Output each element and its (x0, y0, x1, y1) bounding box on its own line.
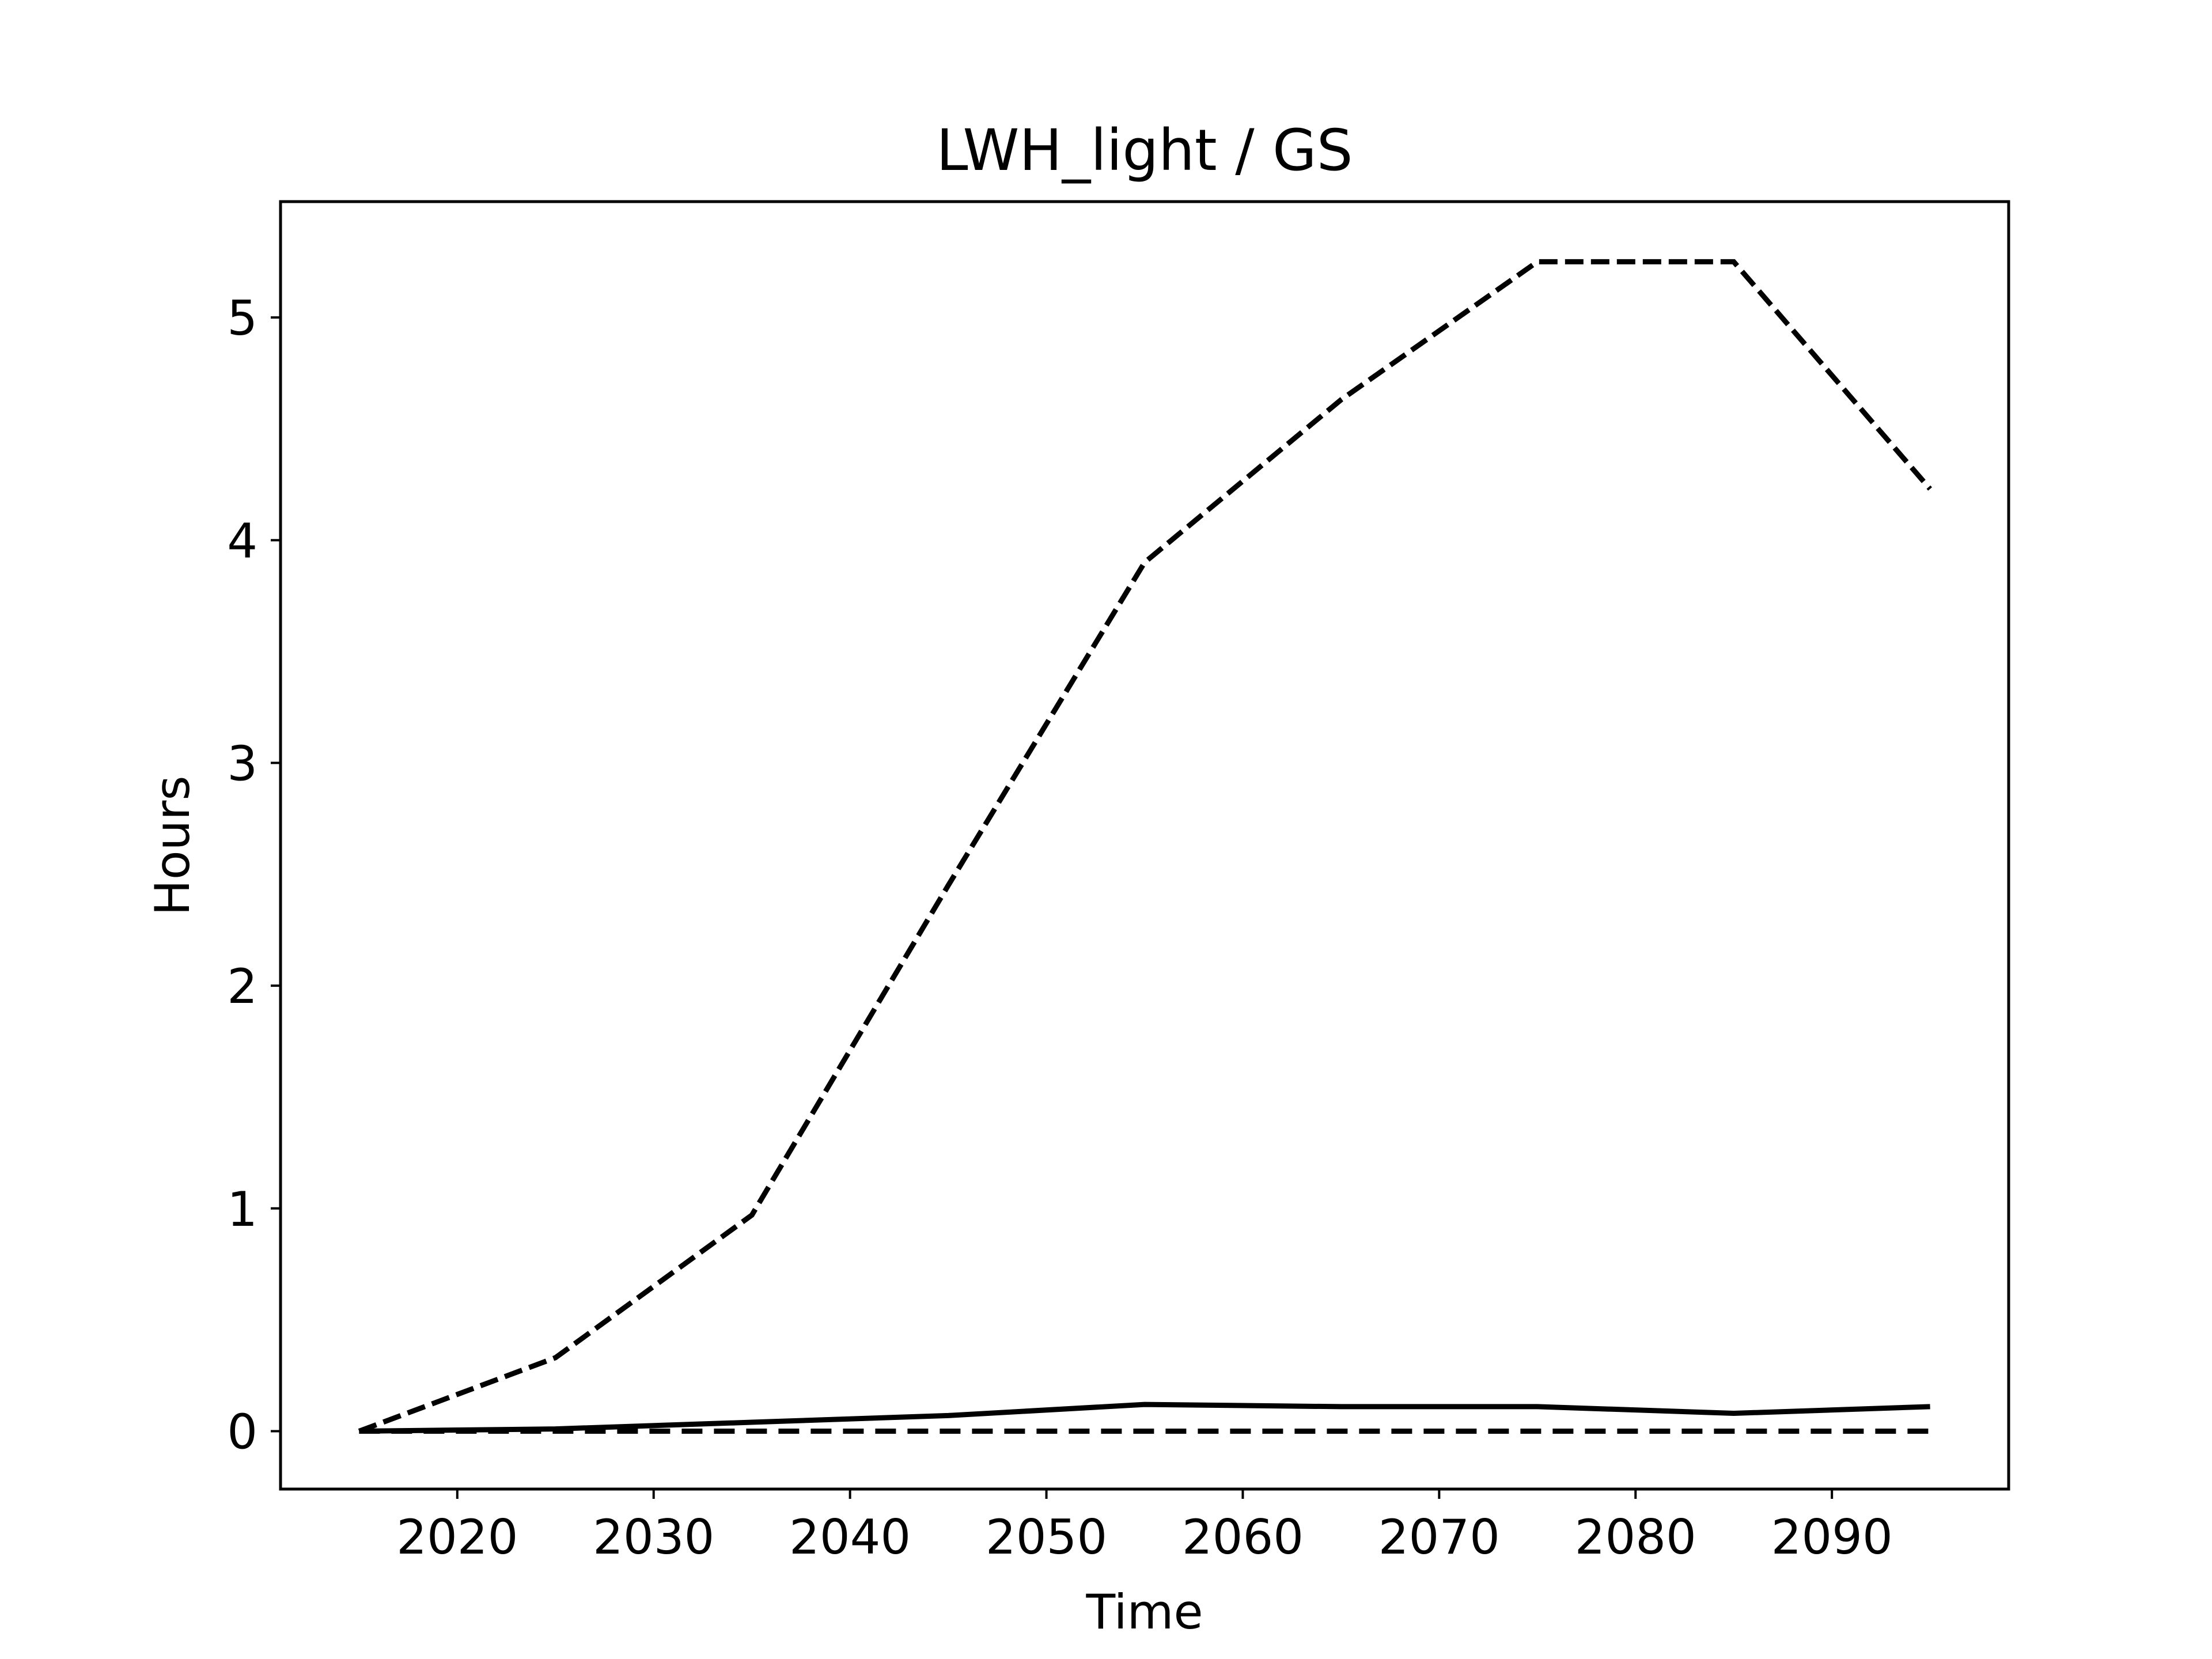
series-2 (359, 1402, 1930, 1434)
y-axis-ticks: 0 1 2 3 4 5 (227, 290, 281, 1460)
x-tick-label: 2030 (593, 1509, 714, 1565)
x-tick-label: 2060 (1182, 1509, 1304, 1565)
plot-frame (279, 200, 2010, 1491)
x-tick-label: 2080 (1575, 1509, 1696, 1565)
series-1-line (358, 259, 1933, 1434)
y-axis-label: Hours (145, 775, 200, 915)
x-tick-label: 2050 (986, 1509, 1107, 1565)
series-2-line (359, 1402, 1930, 1434)
x-tick-label: 2090 (1771, 1509, 1893, 1565)
x-tick-label: 2070 (1378, 1509, 1500, 1565)
y-tick-label: 5 (227, 290, 257, 346)
y-tick-label: 1 (227, 1181, 257, 1237)
y-tick-label: 4 (227, 513, 257, 569)
series-layer (358, 259, 1933, 1434)
y-tick-label: 2 (227, 959, 257, 1014)
chart-title: LWH_light / GS (936, 118, 1353, 184)
x-axis-label: Time (1085, 1584, 1203, 1640)
y-tick-label: 0 (227, 1404, 257, 1460)
x-tick-label: 2040 (789, 1509, 911, 1565)
series-1 (358, 259, 1933, 1434)
x-axis-ticks: 2020 2030 2040 2050 2060 2070 2080 2090 (396, 1489, 1893, 1565)
y-tick-label: 3 (227, 736, 257, 791)
x-tick-label: 2020 (396, 1509, 518, 1565)
